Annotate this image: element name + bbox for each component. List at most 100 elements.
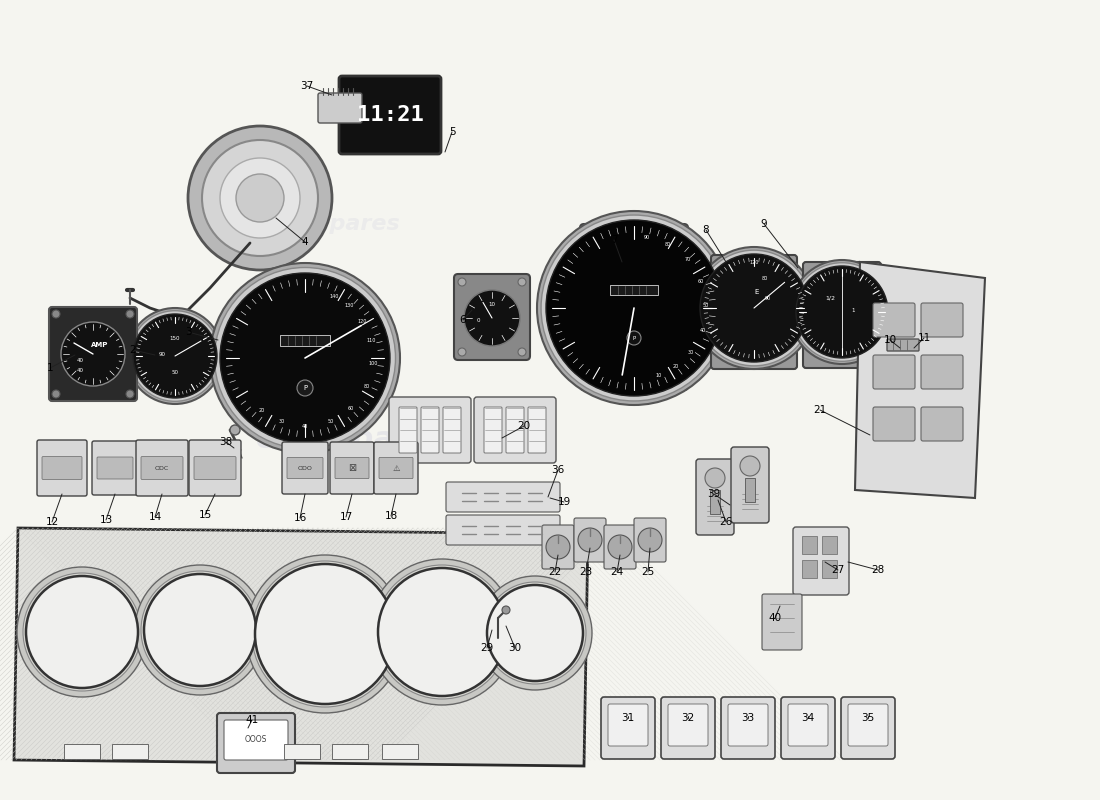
Text: 70: 70 xyxy=(684,258,691,262)
Text: 100: 100 xyxy=(368,362,377,366)
FancyBboxPatch shape xyxy=(661,697,715,759)
Text: 10: 10 xyxy=(656,373,662,378)
FancyBboxPatch shape xyxy=(921,407,962,441)
FancyBboxPatch shape xyxy=(339,76,441,154)
Text: 4: 4 xyxy=(301,237,308,247)
FancyBboxPatch shape xyxy=(762,594,802,650)
Circle shape xyxy=(518,348,526,356)
Text: 8: 8 xyxy=(703,225,710,235)
FancyBboxPatch shape xyxy=(803,262,881,368)
Text: 80: 80 xyxy=(363,384,370,390)
Circle shape xyxy=(790,260,894,364)
Circle shape xyxy=(608,535,632,559)
Circle shape xyxy=(740,456,760,476)
FancyBboxPatch shape xyxy=(542,525,574,569)
Circle shape xyxy=(578,528,602,552)
FancyBboxPatch shape xyxy=(282,442,328,494)
Bar xyxy=(802,560,817,578)
FancyBboxPatch shape xyxy=(668,704,708,746)
FancyBboxPatch shape xyxy=(728,704,768,746)
Text: 120: 120 xyxy=(358,319,367,325)
Text: 19: 19 xyxy=(558,497,571,507)
Circle shape xyxy=(135,565,265,695)
Circle shape xyxy=(705,468,725,488)
Text: ODC: ODC xyxy=(155,466,169,470)
Text: P: P xyxy=(302,385,307,391)
Circle shape xyxy=(546,220,722,396)
Circle shape xyxy=(52,310,60,318)
Circle shape xyxy=(255,564,395,704)
Polygon shape xyxy=(14,528,588,766)
Circle shape xyxy=(518,278,526,286)
FancyBboxPatch shape xyxy=(446,515,560,545)
Circle shape xyxy=(126,308,223,404)
Circle shape xyxy=(26,576,138,688)
Circle shape xyxy=(246,555,404,713)
Text: 6: 6 xyxy=(460,315,466,325)
Text: 34: 34 xyxy=(802,713,815,723)
Bar xyxy=(710,490,720,514)
Text: 3: 3 xyxy=(185,327,191,337)
FancyBboxPatch shape xyxy=(848,704,888,746)
Text: 15: 15 xyxy=(198,510,211,520)
Circle shape xyxy=(202,140,318,256)
Text: 50: 50 xyxy=(172,370,178,374)
Text: 30: 30 xyxy=(508,643,521,653)
Circle shape xyxy=(375,565,509,699)
Text: 17: 17 xyxy=(340,512,353,522)
Circle shape xyxy=(220,158,300,238)
FancyBboxPatch shape xyxy=(50,307,138,401)
Circle shape xyxy=(52,390,60,398)
Text: 40: 40 xyxy=(301,423,308,429)
Text: eurospares: eurospares xyxy=(255,426,449,454)
FancyBboxPatch shape xyxy=(634,518,665,562)
FancyBboxPatch shape xyxy=(318,93,362,123)
FancyBboxPatch shape xyxy=(374,442,418,494)
FancyBboxPatch shape xyxy=(580,224,688,390)
Text: ODO: ODO xyxy=(298,466,312,470)
Circle shape xyxy=(541,215,727,401)
FancyBboxPatch shape xyxy=(399,407,417,453)
Circle shape xyxy=(297,380,313,396)
Circle shape xyxy=(502,606,510,614)
Circle shape xyxy=(458,278,466,286)
FancyBboxPatch shape xyxy=(788,704,828,746)
Text: 11: 11 xyxy=(917,333,931,343)
Circle shape xyxy=(16,567,147,697)
FancyBboxPatch shape xyxy=(474,397,556,463)
Text: 14: 14 xyxy=(148,512,162,522)
Circle shape xyxy=(252,561,398,707)
Text: eurospares: eurospares xyxy=(260,214,400,234)
FancyBboxPatch shape xyxy=(781,697,835,759)
Text: 37: 37 xyxy=(300,81,313,91)
FancyBboxPatch shape xyxy=(136,440,188,496)
Text: 11:21: 11:21 xyxy=(356,105,424,125)
Text: 25: 25 xyxy=(641,567,654,577)
Text: 28: 28 xyxy=(871,565,884,575)
Bar xyxy=(332,744,368,759)
Text: 60: 60 xyxy=(348,406,353,411)
Circle shape xyxy=(638,528,662,552)
Circle shape xyxy=(478,576,592,690)
Text: 23: 23 xyxy=(580,567,593,577)
Text: 33: 33 xyxy=(741,713,755,723)
Text: 27: 27 xyxy=(832,565,845,575)
FancyBboxPatch shape xyxy=(189,440,241,496)
Circle shape xyxy=(214,267,396,449)
Circle shape xyxy=(700,254,808,362)
Circle shape xyxy=(484,582,586,684)
Text: 9: 9 xyxy=(761,219,768,229)
Circle shape xyxy=(141,571,258,689)
Circle shape xyxy=(220,273,390,443)
Bar xyxy=(822,536,837,554)
Text: 35: 35 xyxy=(861,713,875,723)
FancyBboxPatch shape xyxy=(42,457,82,479)
FancyBboxPatch shape xyxy=(217,713,295,773)
Text: 20: 20 xyxy=(258,407,264,413)
Text: 1/2: 1/2 xyxy=(825,295,835,301)
Text: 12: 12 xyxy=(45,517,58,527)
Text: 29: 29 xyxy=(481,643,494,653)
Bar xyxy=(822,560,837,578)
FancyBboxPatch shape xyxy=(336,458,368,478)
Text: OOOS: OOOS xyxy=(245,735,267,745)
